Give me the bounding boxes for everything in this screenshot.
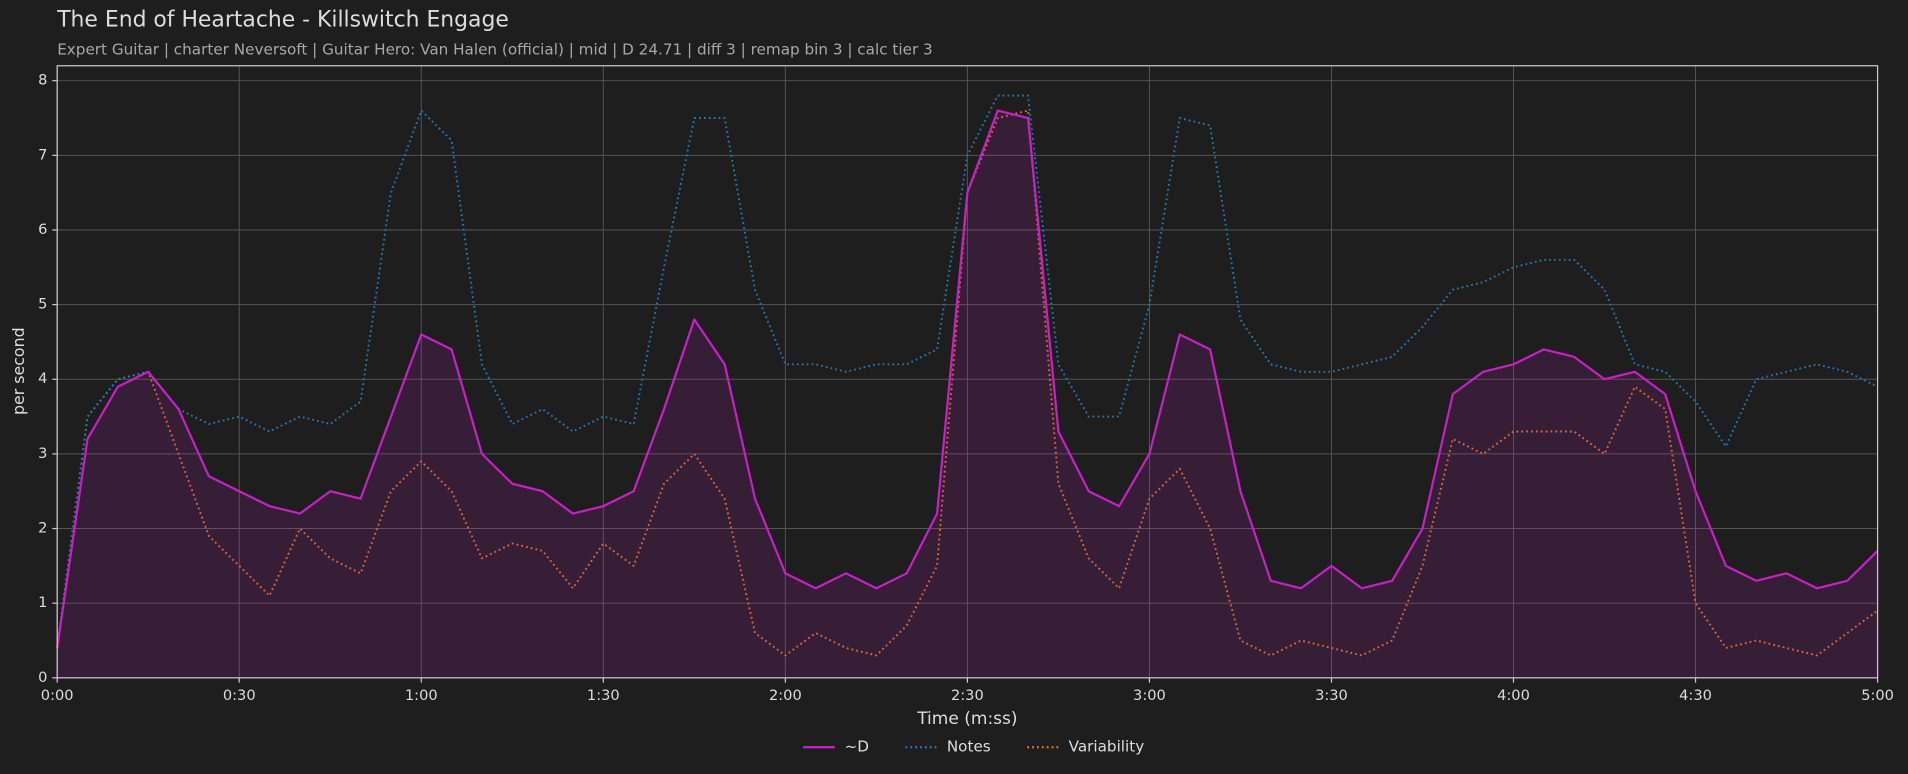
x-tick-label: 3:30 <box>1315 687 1348 704</box>
plot-frame <box>56 65 1879 679</box>
x-tick-label: 3:00 <box>1133 687 1166 704</box>
y-tick-label: 5 <box>38 296 47 313</box>
y-tick-label: 4 <box>38 370 47 387</box>
chart-subtitle: Expert Guitar | charter Neversoft | Guit… <box>57 40 933 58</box>
x-tick-label: 4:30 <box>1679 687 1712 704</box>
y-tick-label: 2 <box>38 520 47 537</box>
x-tick-label: 1:30 <box>587 687 620 704</box>
y-tick-label: 6 <box>38 221 47 238</box>
y-axis-label: per second <box>9 327 28 415</box>
legend-label: Variability <box>1069 738 1145 756</box>
line <box>56 94 1879 649</box>
x-tick-label: 2:00 <box>769 687 802 704</box>
x-tick-label: 0:00 <box>41 687 74 704</box>
y-tick-label: 3 <box>38 445 47 462</box>
y-tick-label: 0 <box>38 669 47 686</box>
legend-label: Notes <box>947 738 991 756</box>
x-tick-label: 4:00 <box>1497 687 1530 704</box>
chart-title: The End of Heartache - Killswitch Engage <box>56 8 509 33</box>
y-tick-label: 8 <box>38 72 47 89</box>
x-tick-label: 1:00 <box>405 687 438 704</box>
x-tick-label: 5:00 <box>1861 687 1894 704</box>
y-tick-label: 7 <box>38 146 47 163</box>
x-tick-label: 0:30 <box>223 687 256 704</box>
x-tick-label: 2:30 <box>951 687 984 704</box>
x-axis-label: Time (m:ss) <box>916 709 1017 729</box>
legend-label: ~D <box>844 738 868 756</box>
line <box>56 109 1879 649</box>
area <box>57 110 1878 678</box>
y-tick-label: 1 <box>38 594 47 611</box>
